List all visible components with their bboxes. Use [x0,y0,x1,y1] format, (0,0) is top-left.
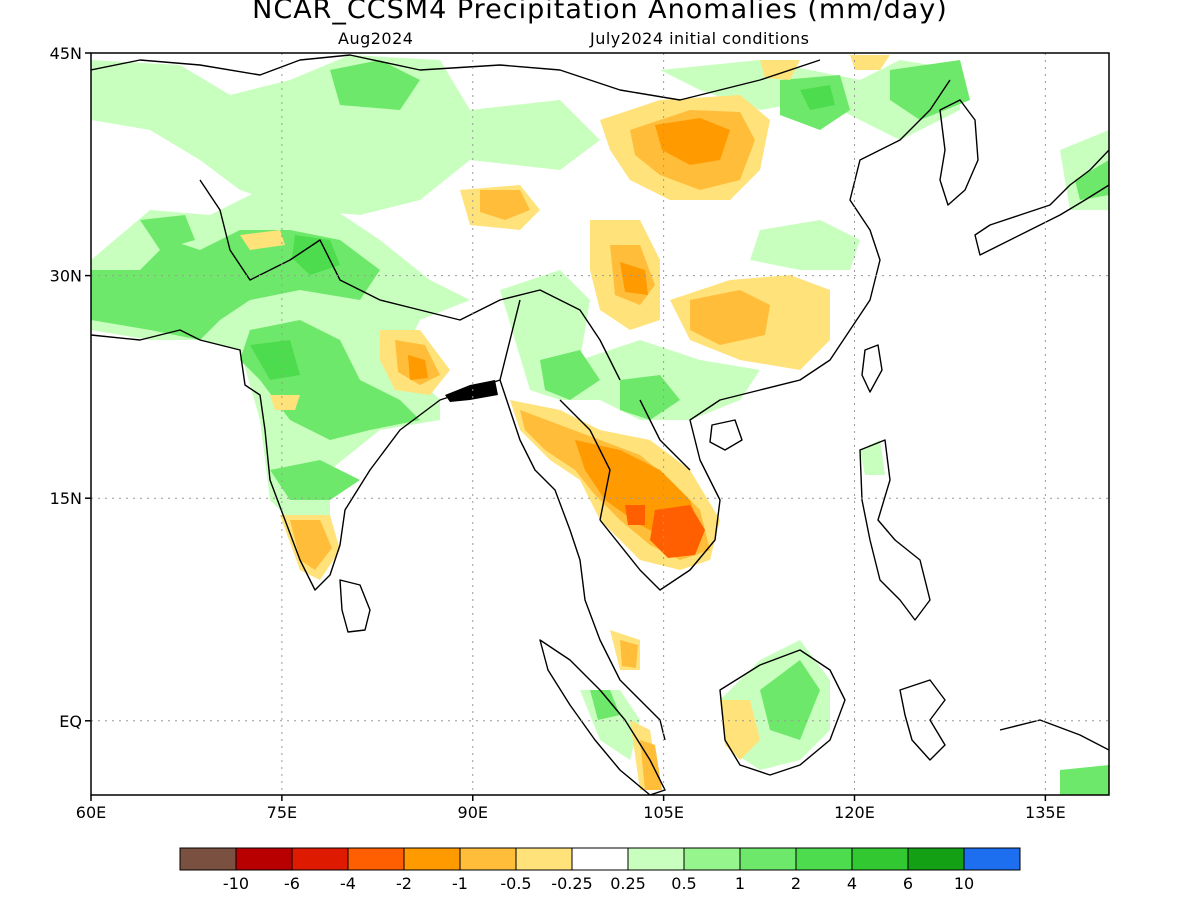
map-frame [90,52,1110,796]
latitude-axis: 45N 30N 15N EQ [50,44,91,731]
lon-tick-label: 60E [76,803,106,822]
legend-label: 6 [903,874,913,893]
legend-swatch [739,847,797,871]
lon-tick-label: 105E [643,803,684,822]
legend-label: -10 [223,874,249,893]
legend-label: -6 [284,874,300,893]
legend-swatch [347,847,405,871]
lat-tick-label: 30N [50,267,82,286]
grid-lines [91,53,1109,795]
legend-swatch [571,847,629,871]
legend-label: -1 [452,874,468,893]
legend-label: -4 [340,874,356,893]
legend-swatch [291,847,349,871]
legend-swatch [235,847,293,871]
init-conditions-label: July2024 initial conditions [590,29,810,48]
lon-tick-label: 120E [834,803,875,822]
legend-swatch [963,847,1021,871]
legend-swatch [851,847,909,871]
lat-tick-label: 15N [50,489,82,508]
legend-label: -2 [396,874,412,893]
lon-tick-label: 90E [458,803,488,822]
legend-label: -0.25 [551,874,592,893]
anomaly-field [91,55,1109,795]
legend-swatch [683,847,741,871]
valid-month-label: Aug2024 [338,29,414,48]
legend-swatch [627,847,685,871]
legend-label: 0.5 [671,874,696,893]
delta-detail [445,380,498,402]
legend-label: 4 [847,874,857,893]
legend-swatch [179,847,237,871]
legend-swatch [907,847,965,871]
lon-tick-label: 135E [1025,803,1066,822]
legend-swatch [459,847,517,871]
lat-tick-label: EQ [59,712,82,731]
legend-label: 0.25 [610,874,646,893]
color-legend: -10 -6 -4 -2 -1 -0.5 -0.25 0.25 0.5 1 2 4 6 10 [179,847,1021,893]
longitude-axis: 60E 75E 90E 105E 120E 135E [76,795,1066,822]
legend-label: -0.5 [500,874,531,893]
lat-tick-label: 45N [50,44,82,63]
legend-label: 1 [735,874,745,893]
legend-swatch [403,847,461,871]
legend-swatch [795,847,853,871]
coastlines [91,54,1109,795]
field-dark-green [250,85,835,380]
map-title: NCAR_CCSM4 Precipitation Anomalies (mm/d… [252,0,948,25]
legend-label: 2 [791,874,801,893]
legend-swatch [515,847,573,871]
legend-label: 10 [954,874,974,893]
field-light-green [91,55,1109,770]
lon-tick-label: 75E [267,803,297,822]
